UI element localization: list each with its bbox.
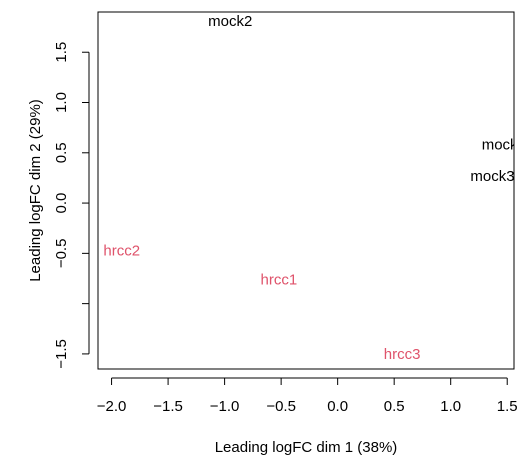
point-label-hrcc2: hrcc2 [103,242,140,259]
x-tick-label: 0.5 [384,398,405,415]
x-axis-label: Leading logFC dim 1 (38%) [215,439,398,456]
x-tick-label: 0.0 [327,398,348,415]
x-tick-label: −0.5 [266,398,296,415]
point-label-mock1: mock1 [482,137,526,154]
y-tick-label: −1.5 [53,339,70,369]
y-tick-label: 1.0 [53,92,70,113]
point-label-hrcc1: hrcc1 [261,271,298,288]
point-labels: mock2 mock1 mock3 hrcc2 hrcc1 hrcc3 [103,13,526,363]
y-tick-label: 0.5 [53,142,70,163]
point-label-mock2: mock2 [208,13,252,30]
y-axis-label: Leading logFC dim 2 (29%) [27,99,44,282]
y-tick-label: −0.5 [53,239,70,269]
x-axis: −2.0 −1.5 −1.0 −0.5 0.0 0.5 1.0 1.5 [97,377,518,415]
x-tick-label: −1.0 [210,398,240,415]
y-axis: −1.5 −0.5 0.0 0.5 1.0 1.5 [53,42,90,369]
x-tick-label: −2.0 [97,398,127,415]
point-label-hrcc3: hrcc3 [384,346,421,363]
x-tick-label: −1.5 [153,398,183,415]
y-tick-label: 0.0 [53,193,70,214]
x-tick-label: 1.0 [440,398,461,415]
y-tick-label: 1.5 [53,42,70,63]
x-tick-label: 1.5 [497,398,518,415]
point-label-mock3: mock3 [470,168,514,185]
plot-frame [97,11,515,370]
